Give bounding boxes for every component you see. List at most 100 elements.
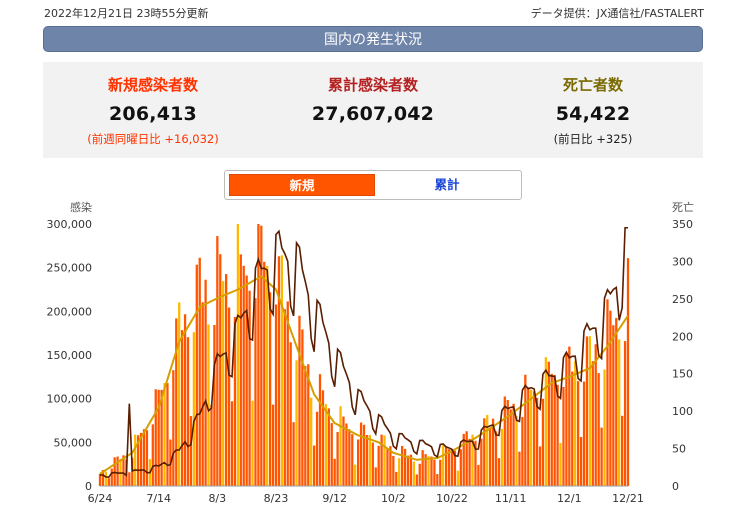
right-tick-label: 250	[672, 293, 693, 306]
case-bar	[565, 352, 568, 486]
case-bar	[579, 437, 583, 486]
case-bar	[491, 418, 495, 486]
new-cases-value: 206,413	[109, 103, 197, 125]
case-bar	[104, 471, 108, 486]
new-cases-label: 新規感染者数	[107, 76, 198, 94]
case-bar	[544, 357, 548, 486]
case-bar	[533, 391, 536, 486]
case-bar	[503, 396, 506, 486]
case-bar	[271, 404, 275, 486]
case-bar	[359, 422, 363, 486]
case-bar	[585, 336, 589, 486]
right-tick-label: 0	[672, 480, 679, 493]
case-bar	[571, 371, 574, 486]
case-bar	[574, 360, 577, 486]
new-cases-change: (前週同曜日比 +16,032)	[87, 132, 219, 146]
case-bar	[266, 265, 269, 486]
case-bar	[145, 430, 149, 486]
case-bar	[295, 360, 298, 486]
case-bar	[462, 433, 465, 486]
case-bar	[626, 258, 630, 486]
case-bar	[201, 302, 204, 486]
view-toggle: 新規 累計	[224, 170, 522, 200]
case-bar	[547, 361, 550, 486]
case-bar	[166, 383, 169, 486]
case-bar	[160, 389, 163, 486]
case-bar	[521, 416, 524, 486]
case-bar	[383, 435, 386, 486]
case-bar	[480, 438, 483, 486]
case-bar	[377, 445, 380, 486]
case-bar	[304, 366, 307, 486]
case-bar	[483, 418, 486, 486]
case-bar	[365, 435, 369, 486]
case-bar	[110, 468, 113, 486]
section-banner: 国内の発生状況	[43, 26, 703, 52]
case-bar	[406, 455, 410, 486]
case-bar	[236, 224, 240, 486]
case-bar	[128, 472, 131, 486]
case-bar	[597, 373, 600, 486]
deaths-value: 54,422	[555, 103, 631, 125]
right-tick-label: 50	[672, 443, 686, 456]
case-bar	[380, 434, 383, 486]
x-tick-label: 10/22	[436, 492, 468, 505]
case-bar	[559, 443, 562, 486]
case-bar	[134, 434, 137, 486]
stat-deaths: 死亡者数 54,422 (前日比 +325)	[483, 62, 703, 147]
case-bar	[318, 374, 322, 486]
deaths-line	[99, 226, 628, 479]
deaths-label: 死亡者数	[562, 76, 623, 94]
case-bar	[233, 317, 237, 486]
case-bar	[345, 423, 348, 486]
case-bar	[538, 446, 542, 486]
case-bar	[274, 304, 278, 486]
x-tick-label: 11/11	[495, 492, 527, 505]
case-bar	[307, 364, 310, 486]
case-bar	[101, 469, 105, 486]
case-bar	[409, 454, 413, 486]
right-tick-label: 350	[672, 218, 693, 231]
case-bar	[553, 374, 556, 486]
case-bar	[251, 400, 254, 486]
case-bar	[330, 423, 333, 486]
case-bar	[374, 467, 377, 486]
case-bar	[122, 455, 125, 486]
total-cases-value: 27,607,042	[311, 103, 435, 125]
left-tick-label: 200,000	[47, 305, 93, 318]
case-bar	[594, 344, 597, 486]
case-bar	[192, 332, 196, 486]
case-bar	[600, 427, 603, 486]
case-bar	[398, 458, 401, 486]
case-bar	[257, 224, 260, 486]
case-bar	[524, 374, 527, 486]
case-bar	[225, 274, 228, 486]
case-bar	[198, 257, 201, 486]
case-bar	[433, 459, 436, 486]
right-tick-label: 200	[672, 330, 693, 343]
case-bar	[210, 404, 213, 486]
case-bar	[577, 381, 580, 486]
case-bar	[412, 461, 416, 486]
case-bar	[386, 448, 389, 486]
x-tick-label: 12/1	[557, 492, 582, 505]
toggle-cumulative-button[interactable]: 累計	[434, 177, 460, 192]
case-bar	[445, 447, 448, 486]
case-bar	[142, 429, 146, 486]
case-bar	[515, 416, 518, 486]
case-bar	[298, 315, 301, 486]
case-bar	[219, 254, 222, 486]
cases-average-line	[99, 275, 629, 475]
case-bar	[474, 440, 477, 486]
cases-deaths-chart: 0 50,000 100,000 150,000 200,000 250,000 300,0…	[47, 200, 695, 505]
case-bar	[477, 464, 480, 486]
stats-panel: 新規感染者数 206,413 (前週同曜日比 +16,032) 累計感染者数 2…	[43, 62, 703, 158]
case-bar	[421, 450, 424, 486]
case-bar	[453, 450, 457, 486]
case-bar	[371, 442, 374, 486]
case-bar	[389, 446, 392, 486]
case-bar	[154, 389, 157, 486]
case-bar	[324, 404, 328, 486]
left-tick-label: 150,000	[47, 349, 93, 362]
toggle-new-button[interactable]: 新規	[229, 174, 375, 196]
